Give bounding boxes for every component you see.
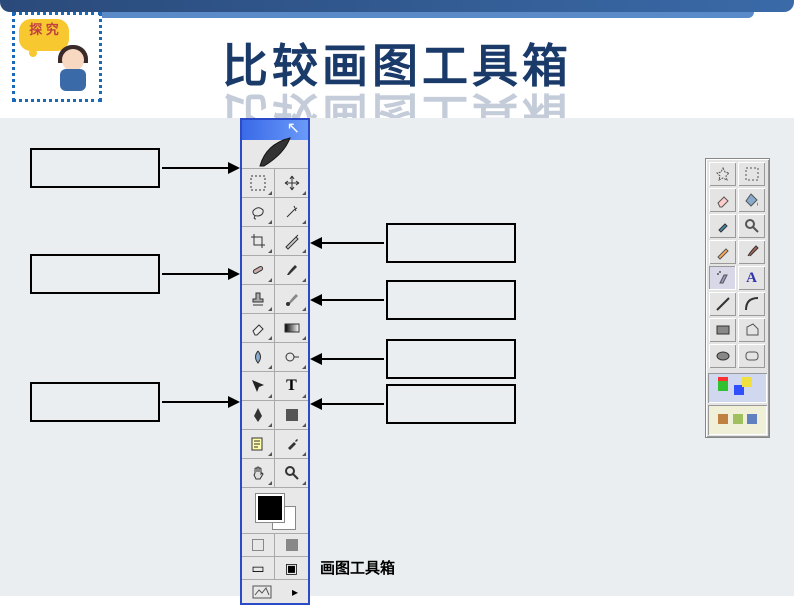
ps-tool-blur[interactable]: [242, 343, 275, 371]
arrow-head-left-3: [228, 396, 240, 408]
label-box-right-2: [386, 280, 516, 320]
ps-tool-stamp[interactable]: [242, 285, 275, 313]
ps-tool-heal[interactable]: [242, 256, 275, 284]
label-box-left-3: [30, 382, 160, 422]
label-box-left-2: [30, 254, 160, 294]
ps-tool-shape[interactable]: [275, 401, 308, 429]
arrow-right-3: [322, 358, 384, 360]
ps-logo-feather: [242, 140, 308, 168]
paint-tool-text[interactable]: A: [737, 265, 766, 291]
paint-tool-polygon[interactable]: [737, 317, 766, 343]
arrow-left-1: [162, 167, 228, 169]
arrow-head-right-3: [310, 353, 322, 365]
label-box-right-3: [386, 339, 516, 379]
ps-tool-path[interactable]: [242, 372, 275, 400]
ps-tool-history[interactable]: [275, 285, 308, 313]
paint-tool-curve[interactable]: [737, 291, 766, 317]
paint-tool-brush[interactable]: [737, 239, 766, 265]
paint-tool-fill[interactable]: [737, 187, 766, 213]
arrow-head-left-1: [228, 162, 240, 174]
label-box-right-1: [386, 223, 516, 263]
arrow-right-2: [322, 299, 384, 301]
paint-tool-airbrush[interactable]: [708, 265, 737, 291]
slide-top-border: [0, 0, 794, 12]
ps-tool-gradient[interactable]: [275, 314, 308, 342]
arrow-head-left-2: [228, 268, 240, 280]
paint-tool-roundrect[interactable]: [737, 343, 766, 369]
arrow-right-4: [322, 403, 384, 405]
ps-tool-dodge[interactable]: [275, 343, 308, 371]
ps-jump-to[interactable]: ▸: [242, 579, 308, 603]
arrow-left-2: [162, 273, 228, 275]
arrow-right-1: [322, 242, 384, 244]
ps-tool-eyedrop[interactable]: [275, 430, 308, 458]
ps-tool-wand[interactable]: [275, 198, 308, 226]
paint-tool-select[interactable]: [737, 161, 766, 187]
paint-tool-eraser[interactable]: [708, 187, 737, 213]
arrow-head-right-1: [310, 237, 322, 249]
paint-tool-rect[interactable]: [708, 317, 737, 343]
ps-tool-hand[interactable]: [242, 459, 275, 487]
ps-tool-pen[interactable]: [242, 401, 275, 429]
ps-tool-notes[interactable]: [242, 430, 275, 458]
ps-fg-color: [256, 494, 284, 522]
photoshop-toolbox: ↖ T ▭ ▣ ▸: [240, 118, 310, 605]
imageready-icon: [252, 585, 272, 599]
paint-options-area: [708, 405, 767, 435]
ps-tool-slice[interactable]: [275, 227, 308, 255]
paint-color-area[interactable]: [708, 373, 767, 403]
ps-color-swatch[interactable]: [242, 487, 308, 533]
label-box-left-1: [30, 148, 160, 188]
paint-tool-picker[interactable]: [708, 213, 737, 239]
diagram-area: ↖ T ▭ ▣ ▸ A: [0, 118, 794, 596]
paint-tool-ellipse[interactable]: [708, 343, 737, 369]
arrow-left-3: [162, 401, 228, 403]
ps-tool-lasso[interactable]: [242, 198, 275, 226]
arrow-head-right-4: [310, 398, 322, 410]
paint-tool-line[interactable]: [708, 291, 737, 317]
paint-tool-freeform[interactable]: [708, 161, 737, 187]
ps-tool-brush[interactable]: [275, 256, 308, 284]
ps-tool-marquee[interactable]: [242, 169, 275, 197]
paint-tool-pencil[interactable]: [708, 239, 737, 265]
diagram-caption: 画图工具箱: [320, 557, 395, 578]
mspaint-toolbox: A: [705, 158, 770, 438]
cursor-icon: ↖: [287, 118, 300, 138]
paint-tool-magnify[interactable]: [737, 213, 766, 239]
ps-mask-mode[interactable]: [242, 533, 308, 556]
ps-tool-zoom[interactable]: [275, 459, 308, 487]
ps-screen-mode[interactable]: ▭ ▣: [242, 556, 308, 579]
ps-tool-type[interactable]: T: [275, 372, 308, 400]
label-box-right-4: [386, 384, 516, 424]
ps-tool-eraser[interactable]: [242, 314, 275, 342]
ps-tool-crop[interactable]: [242, 227, 275, 255]
arrow-head-right-2: [310, 294, 322, 306]
ps-tool-move[interactable]: [275, 169, 308, 197]
